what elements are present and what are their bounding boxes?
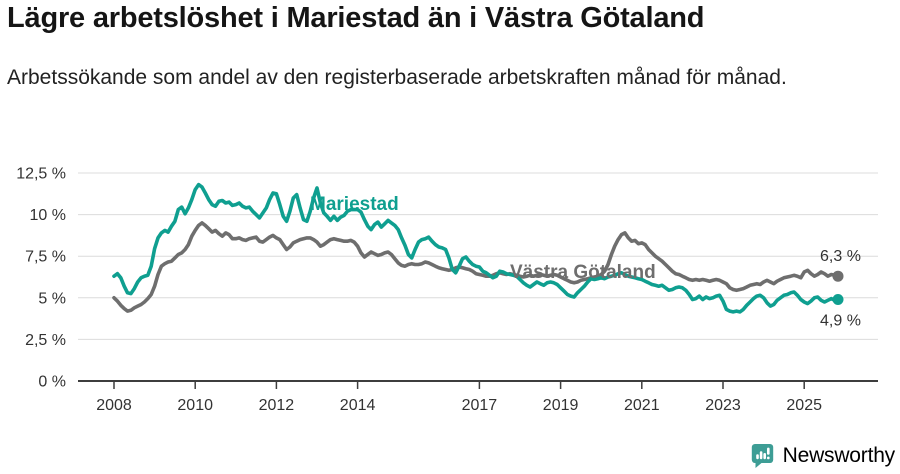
mariestad-end-dot bbox=[832, 294, 844, 305]
y-tick-label: 5 % bbox=[38, 290, 66, 307]
y-tick-label: 0 % bbox=[38, 374, 66, 391]
x-tick-label: 2010 bbox=[177, 397, 213, 414]
y-tick-label: 12,5 % bbox=[16, 166, 66, 183]
bar-chart-speech-bubble-icon bbox=[751, 444, 773, 468]
x-tick-label: 2019 bbox=[543, 397, 579, 414]
newsworthy-logo: Newsworthy bbox=[750, 443, 895, 468]
y-axis-labels: 12,5 % 10 % 7,5 % 5 % 2,5 % 0 % bbox=[16, 166, 66, 391]
vastra-gotaland-line bbox=[112, 221, 840, 313]
chart-subtitle: Arbetssökande som andel av den registerb… bbox=[7, 66, 787, 89]
x-tick-label: 2025 bbox=[786, 397, 822, 414]
x-tick-label: 2021 bbox=[624, 397, 660, 414]
mariestad-series-label: Mariestad bbox=[310, 194, 399, 215]
x-axis-labels: 2008 2010 2012 2014 2017 2019 2021 2023 … bbox=[96, 397, 822, 414]
newsworthy-wordmark: Newsworthy bbox=[782, 443, 896, 467]
mariestad-end-value: 4,9 % bbox=[820, 313, 861, 330]
y-tick-label: 2,5 % bbox=[25, 332, 66, 349]
x-tick-label: 2023 bbox=[705, 397, 741, 414]
x-tick-label: 2008 bbox=[96, 397, 132, 414]
x-axis-ticks bbox=[113, 382, 805, 389]
vastra-gotaland-end-value: 6,3 % bbox=[820, 248, 861, 265]
y-gridlines bbox=[78, 172, 878, 382]
x-tick-label: 2017 bbox=[462, 397, 498, 414]
x-tick-label: 2014 bbox=[340, 397, 376, 414]
vastra-gotaland-series-label: Västra Götaland bbox=[510, 262, 656, 283]
y-tick-label: 10 % bbox=[30, 207, 66, 224]
x-tick-label: 2012 bbox=[259, 397, 295, 414]
y-tick-label: 7,5 % bbox=[25, 249, 66, 266]
vastra-gotaland-end-dot bbox=[832, 270, 844, 282]
mariestad-line bbox=[112, 182, 840, 314]
page-title: Lägre arbetslöshet i Mariestad än i Väst… bbox=[7, 2, 705, 34]
